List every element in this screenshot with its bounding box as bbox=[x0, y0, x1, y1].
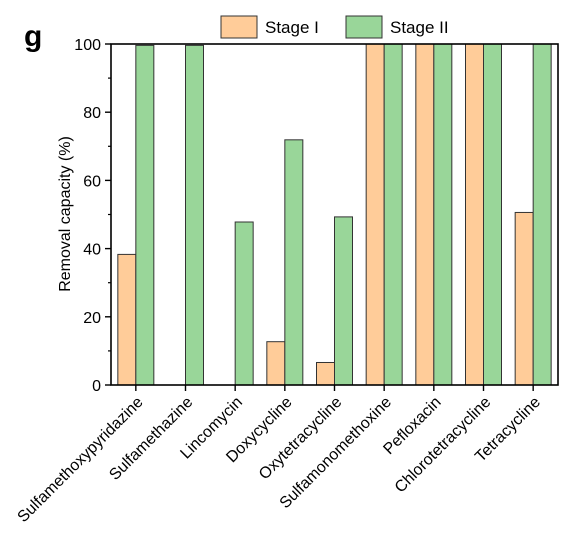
legend: Stage I Stage II bbox=[220, 15, 449, 39]
bar-stage-i-tetracycline bbox=[514, 211, 534, 386]
bar-stage-ii-chlorotetracycline bbox=[483, 43, 502, 386]
bar-stage-i-sulfamonomethoxine bbox=[365, 43, 385, 386]
y-axis-title: Removal capacity (%) bbox=[57, 136, 74, 292]
y-tick-label: 0 bbox=[92, 378, 101, 395]
y-tick-label: 20 bbox=[83, 310, 101, 327]
bar-stage-i-pefloxacin bbox=[415, 43, 435, 386]
bar-stage-ii-doxycycline bbox=[284, 139, 304, 386]
panel-label: g bbox=[24, 20, 42, 53]
legend-swatch-stage-1 bbox=[220, 15, 258, 39]
x-axis-ticks: SulfamethoxypyridazineSulfamethazineLinc… bbox=[15, 385, 544, 526]
y-tick-label: 60 bbox=[83, 173, 101, 190]
y-axis-ticks: 0 20 40 60 80 100 bbox=[74, 37, 111, 395]
bar-stage-ii-sulfamonomethoxine bbox=[383, 43, 403, 386]
bar-stage-ii-sulfamethazine bbox=[185, 44, 204, 386]
y-tick-label: 80 bbox=[83, 105, 101, 122]
legend-swatch-stage-2 bbox=[345, 15, 383, 39]
y-tick-label: 40 bbox=[83, 242, 101, 259]
bar-stage-i-sulfamethoxypyridazine bbox=[117, 253, 137, 386]
bar-stage-ii-oxytetracycline bbox=[334, 216, 353, 386]
x-tick-label: Chlorotetracycline bbox=[392, 394, 495, 497]
y-tick-label: 100 bbox=[74, 37, 101, 54]
bar-stage-ii-pefloxacin bbox=[433, 43, 453, 386]
legend-label-stage-1: Stage I bbox=[265, 18, 319, 37]
plot-frame bbox=[110, 43, 559, 386]
bar-stage-i-doxycycline bbox=[266, 341, 286, 386]
bar-stage-ii-tetracycline bbox=[532, 43, 552, 386]
legend-label-stage-2: Stage II bbox=[390, 18, 449, 37]
bars-layer bbox=[117, 43, 552, 386]
bar-stage-i-chlorotetracycline bbox=[465, 43, 484, 386]
bar-stage-i-oxytetracycline bbox=[316, 361, 335, 386]
bar-stage-ii-lincomycin bbox=[234, 221, 254, 386]
bar-stage-ii-sulfamethoxypyridazine bbox=[135, 44, 155, 386]
